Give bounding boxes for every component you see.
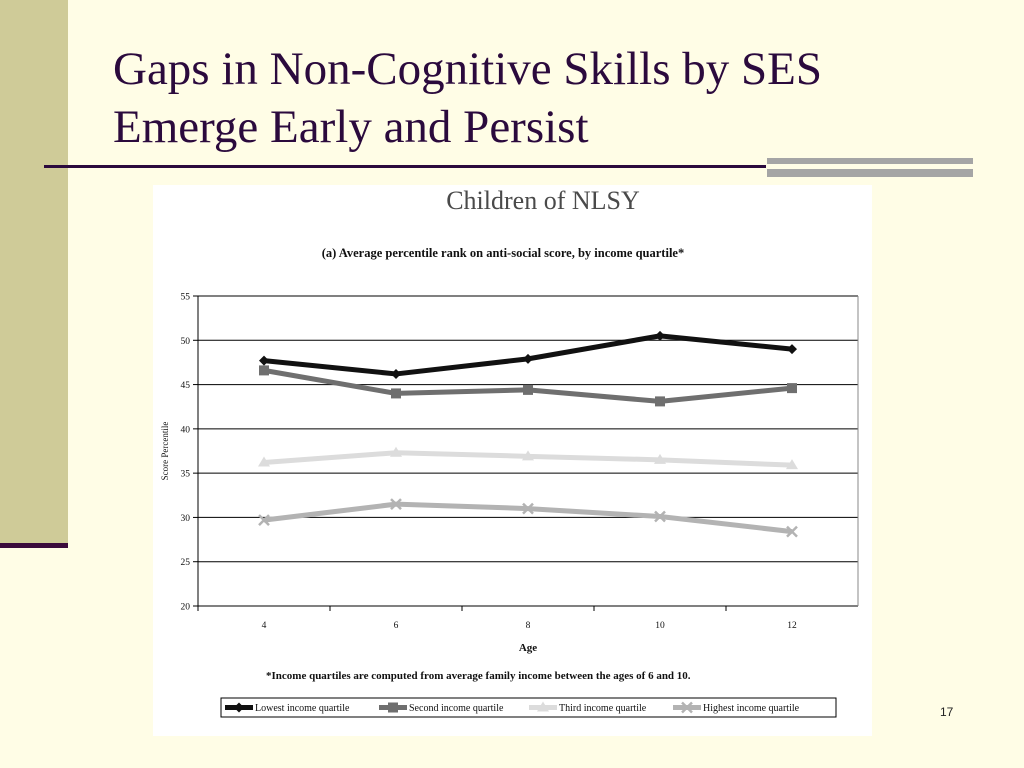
sidebar-underline [0,543,68,548]
y-tick-label: 30 [181,514,191,524]
chart-footnote: *Income quartiles are computed from aver… [266,670,691,682]
legend-label: Third income quartile [559,703,647,714]
data-point [786,459,798,470]
slide-title-line-1: Gaps in Non-Cognitive Skills by SES [113,43,822,95]
y-tick-label: 20 [181,603,191,613]
data-point [786,525,798,538]
x-axis-label: Age [519,642,537,654]
data-point [537,701,549,712]
accent-bar-bottom [767,169,973,177]
y-tick-label: 25 [181,558,191,568]
data-point [258,514,270,526]
accent-bars [767,158,973,180]
y-tick-label: 40 [181,425,191,435]
line-chart: Children of NLSY (a) Average percentile … [160,186,859,718]
y-tick-label: 55 [181,293,191,303]
legend-label: Lowest income quartile [255,703,350,714]
data-point [522,450,534,461]
data-point [258,456,270,467]
data-point [391,368,401,379]
slide-title-line-2: Emerge Early and Persist [113,101,589,153]
legend-label: Highest income quartile [703,703,800,714]
data-point [390,498,402,511]
data-point [234,702,244,713]
y-tick-label: 45 [181,381,191,391]
data-point [787,344,797,355]
data-point [523,384,533,395]
page-number: 17 [940,705,954,719]
data-point [390,446,402,457]
chart-title: (a) Average percentile rank on anti-soci… [322,246,684,260]
legend-label: Second income quartile [409,703,504,714]
x-tick-label: 8 [526,621,531,631]
x-tick-label: 6 [394,621,399,631]
data-point [523,353,533,364]
sidebar-decor [0,0,68,544]
y-tick-label: 50 [181,337,191,347]
data-point [787,383,797,394]
chart-panel: Children of NLSY (a) Average percentile … [153,185,872,736]
data-point [681,701,693,714]
data-point [654,510,666,523]
y-tick-label: 35 [181,470,191,480]
data-point [522,502,534,515]
data-point [259,355,269,366]
x-tick-label: 4 [262,621,267,631]
data-point [655,396,665,407]
chart-heading: Children of NLSY [446,186,640,215]
slide-title: Gaps in Non-Cognitive Skills by SES Emer… [113,40,993,156]
chart-legend: Lowest income quartile Second income quar… [220,697,837,718]
y-axis-label: Score Percentile [160,422,170,481]
accent-bar-top [767,158,973,164]
data-point [259,365,269,376]
data-point [655,330,665,341]
title-divider [44,165,766,168]
data-point [388,702,398,713]
data-point [391,388,401,399]
plot-area: 20 25 30 35 40 45 50 55 4 6 8 10 12 [181,293,859,631]
x-tick-label: 12 [787,621,797,631]
x-tick-label: 10 [655,621,665,631]
data-point [654,453,666,464]
